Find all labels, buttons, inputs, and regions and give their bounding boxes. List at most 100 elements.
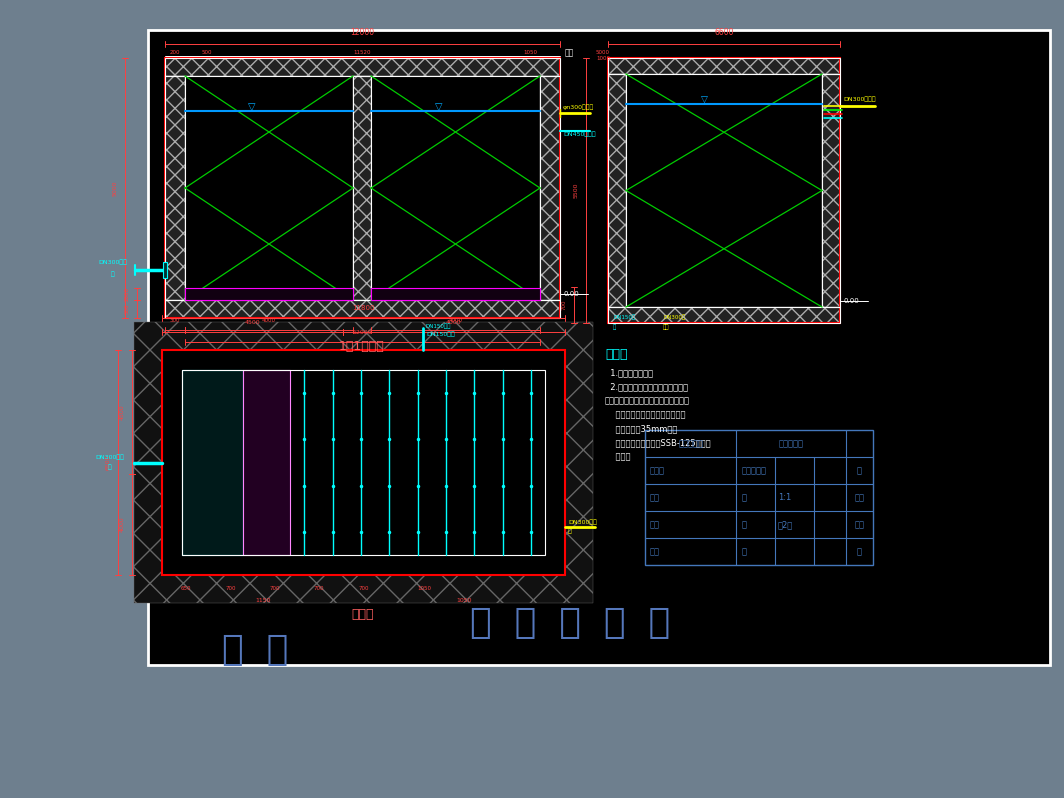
- Text: 0.00: 0.00: [843, 298, 859, 304]
- Text: 1150: 1150: [255, 598, 270, 603]
- Text: 说明：: 说明：: [605, 349, 628, 361]
- Bar: [822, 74, 839, 307]
- Text: 650: 650: [181, 587, 192, 591]
- Text: DN150进: DN150进: [613, 314, 635, 320]
- Text: 500: 500: [124, 304, 130, 314]
- Bar: [371, 288, 541, 300]
- Bar: [645, 430, 872, 565]
- Text: 700: 700: [562, 300, 567, 310]
- Text: 4000: 4000: [120, 516, 124, 532]
- Text: ▽: ▽: [435, 102, 443, 112]
- Text: 接触: 接触: [854, 493, 864, 502]
- Text: 6600: 6600: [714, 28, 734, 37]
- Bar: [608, 307, 839, 323]
- Text: 4000: 4000: [449, 318, 463, 323]
- Bar: [353, 76, 371, 300]
- Text: 形蜂窝填料选用两台SSB-125型罗茨: 形蜂窝填料选用两台SSB-125型罗茨: [605, 438, 711, 448]
- Text: 老师: 老师: [650, 547, 660, 556]
- Text: 生  物  接  触  氧: 生 物 接 触 氧: [470, 606, 670, 640]
- Text: 1:1: 1:1: [778, 493, 792, 502]
- Text: DN300进水: DN300进水: [96, 454, 124, 460]
- Text: DN300进水: DN300进水: [99, 259, 128, 265]
- Text: φn300出水管: φn300出水管: [563, 105, 595, 110]
- Text: （2）: （2）: [778, 520, 793, 529]
- Text: 1050: 1050: [456, 598, 472, 603]
- Text: 700: 700: [359, 587, 369, 591]
- Text: 环境工程毕: 环境工程毕: [678, 439, 703, 448]
- Bar: [134, 322, 593, 603]
- Text: 5000: 5000: [596, 49, 610, 54]
- Bar: [162, 350, 565, 575]
- Text: 1050: 1050: [523, 50, 537, 56]
- Text: 300: 300: [170, 318, 180, 323]
- Text: 1000: 1000: [596, 56, 610, 61]
- Text: DN300出水管: DN300出水管: [843, 97, 876, 102]
- Bar: [165, 300, 560, 318]
- Text: 11520: 11520: [353, 50, 370, 56]
- Text: 号: 号: [742, 547, 746, 556]
- Text: 氧化: 氧化: [854, 520, 864, 529]
- Bar: [608, 58, 839, 74]
- Bar: [182, 370, 243, 555]
- Text: 专业: 专业: [650, 493, 660, 502]
- Bar: [165, 58, 560, 318]
- Text: 1－1剖面图: 1－1剖面图: [339, 339, 385, 353]
- Text: DN450进气管: DN450进气管: [563, 131, 596, 136]
- Text: 栏杆: 栏杆: [565, 49, 575, 57]
- Text: 4500: 4500: [120, 405, 124, 420]
- Text: 5000: 5000: [113, 180, 118, 196]
- Bar: [165, 58, 560, 76]
- Bar: [185, 288, 353, 300]
- Bar: [148, 30, 1050, 665]
- Bar: [163, 262, 167, 278]
- Text: 11800: 11800: [352, 305, 375, 311]
- Text: 图: 图: [742, 520, 746, 529]
- Text: 结构用直径35mm蜂窝: 结构用直径35mm蜂窝: [605, 425, 678, 433]
- Text: 12000: 12000: [353, 330, 372, 335]
- Text: 鼓风机: 鼓风机: [605, 452, 631, 461]
- Text: 200: 200: [170, 50, 180, 56]
- Bar: [541, 76, 560, 300]
- Text: 化  池: 化 池: [222, 633, 288, 667]
- Text: 比: 比: [742, 493, 746, 502]
- Bar: [182, 370, 545, 555]
- Text: 管: 管: [568, 528, 571, 534]
- Text: 4500: 4500: [245, 320, 261, 325]
- Bar: [165, 58, 560, 76]
- Text: 6500: 6500: [106, 455, 111, 470]
- Text: 均满足结构强度要求钢筋混凝土: 均满足结构强度要求钢筋混凝土: [605, 410, 685, 420]
- Bar: [162, 350, 565, 575]
- Text: 0.00: 0.00: [563, 291, 579, 297]
- Text: 5500: 5500: [573, 183, 579, 198]
- Text: ▽: ▽: [249, 102, 256, 112]
- Bar: [822, 74, 839, 307]
- Text: 700: 700: [226, 587, 236, 591]
- Bar: [608, 58, 839, 323]
- Text: 污水处理场: 污水处理场: [742, 466, 766, 475]
- Text: 平面图: 平面图: [352, 609, 375, 622]
- Text: 1050: 1050: [417, 587, 431, 591]
- Text: 12000: 12000: [350, 28, 375, 37]
- Text: 1.尺寸单位为毫米: 1.尺寸单位为毫米: [605, 369, 653, 377]
- Text: 700: 700: [314, 587, 325, 591]
- Text: ▽: ▽: [701, 96, 708, 105]
- Text: 高均采用玻璃钢管道和玻璃钢填料材料: 高均采用玻璃钢管道和玻璃钢填料材料: [605, 397, 689, 405]
- Bar: [608, 74, 626, 307]
- Text: 处设计: 处设计: [650, 466, 665, 475]
- Text: DN150进气: DN150进气: [426, 331, 454, 337]
- Text: 管: 管: [613, 324, 616, 330]
- Bar: [608, 58, 839, 74]
- Text: 池: 池: [857, 547, 862, 556]
- Text: 黄酒厂黄酒: 黄酒厂黄酒: [779, 439, 803, 448]
- Text: DN150进气: DN150进气: [426, 323, 451, 329]
- Bar: [165, 300, 560, 318]
- Text: 4000: 4000: [446, 320, 462, 325]
- Text: 管: 管: [109, 464, 112, 470]
- Text: 物: 物: [857, 466, 862, 475]
- Text: 2.图中污水管及进气管的尺寸和标: 2.图中污水管及进气管的尺寸和标: [605, 382, 688, 392]
- Bar: [353, 76, 371, 300]
- Text: 水管: 水管: [663, 324, 669, 330]
- Bar: [541, 76, 560, 300]
- Text: 500: 500: [202, 50, 212, 56]
- Text: 4000: 4000: [262, 318, 276, 323]
